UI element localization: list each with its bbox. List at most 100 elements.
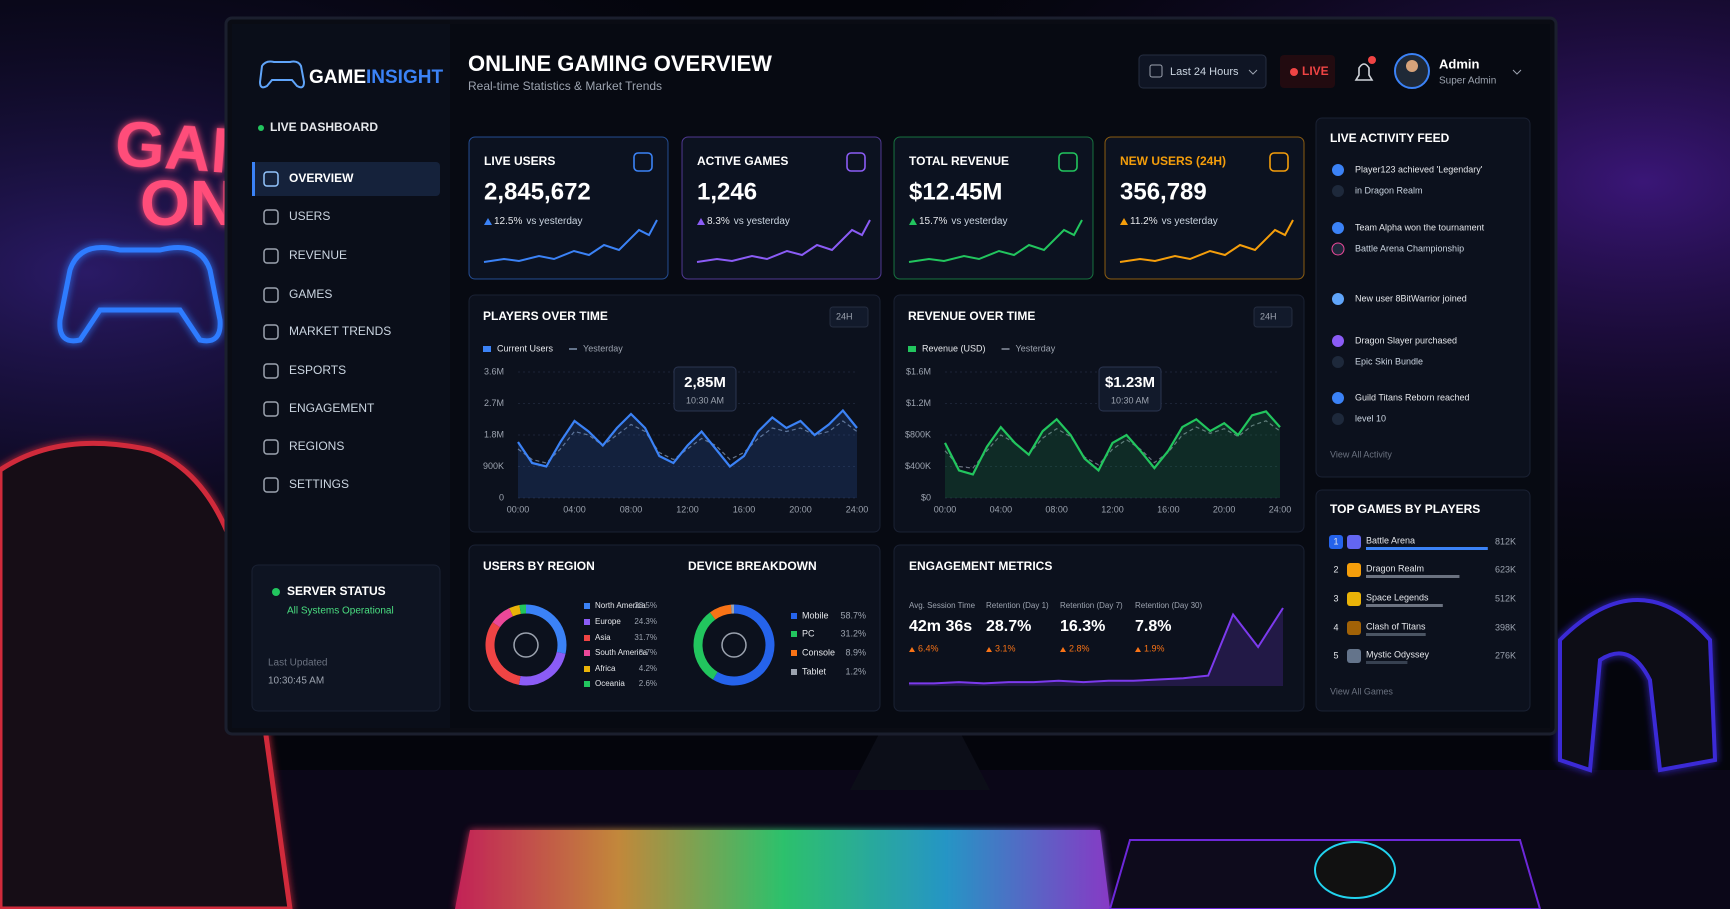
user-role: Super Admin (1439, 76, 1496, 87)
y-tick-label: $1.6M (906, 366, 931, 376)
legend-label: Asia (595, 633, 611, 642)
x-tick-label: 00:00 (507, 504, 530, 514)
nav-item[interactable]: OVERVIEW (289, 171, 354, 185)
kpi-title: TOTAL REVENUE (909, 154, 1009, 168)
nav-icon (263, 248, 279, 264)
metric-label: Retention (Day 7) (1060, 601, 1123, 610)
game-icon (1347, 563, 1361, 577)
line (909, 607, 1284, 685)
nav-icon (263, 287, 279, 303)
y-tick-label: $1.2M (906, 398, 931, 408)
games-link[interactable]: View All Games (1330, 686, 1393, 696)
kpi-card (893, 136, 1094, 280)
page-subtitle: Real-time Statistics & Market Trends (468, 79, 662, 93)
x-tick-label: 16:00 (1157, 504, 1180, 514)
game-name: Space Legends (1366, 592, 1429, 602)
line (517, 420, 858, 464)
bell-icon (1354, 63, 1374, 81)
nav-item[interactable]: USERS (289, 209, 330, 223)
nav-item[interactable]: REVENUE (289, 248, 347, 262)
legend-swatch (584, 603, 590, 609)
area (945, 411, 1280, 498)
nav-item[interactable]: ESPORTS (289, 363, 346, 377)
feed-icon (1332, 293, 1344, 305)
panel (893, 294, 1305, 533)
nav-icon (263, 363, 279, 379)
kpi-value: 1,246 (697, 178, 757, 205)
nav-icon (263, 439, 279, 455)
feed-title: LIVE ACTIVITY FEED (1330, 131, 1450, 145)
metric-change: 6.4% (918, 643, 939, 653)
kpi-change: 11.2% vs yesterday (1130, 216, 1218, 227)
calendar-icon (1149, 64, 1163, 78)
up-arrow (1120, 218, 1128, 225)
legend-label: North America (595, 601, 646, 610)
kpi-card (468, 136, 669, 280)
game-icon (1347, 535, 1361, 549)
nav-item[interactable]: SETTINGS (289, 477, 349, 491)
game-name: Battle Arena (1366, 535, 1415, 545)
nav-item[interactable]: GAMES (289, 287, 332, 301)
change-value: 12.5% (494, 216, 522, 227)
nav-item[interactable]: ENGAGEMENT (289, 401, 375, 415)
legend-label: Europe (595, 617, 621, 626)
rank: 1 (1333, 536, 1338, 546)
feed-text: New user 8BitWarrior joined (1355, 293, 1467, 303)
kpi-icon (846, 152, 866, 172)
kpi-sparkline (1119, 219, 1294, 263)
legend-label: PC (802, 628, 815, 638)
range-button[interactable] (1138, 54, 1267, 89)
line (944, 420, 1281, 469)
legend-label: South America (595, 648, 648, 657)
donut-segment (492, 608, 514, 628)
legend-swatch (584, 681, 590, 687)
tooltip-value: 2,85M (684, 374, 726, 391)
donut-segment (709, 604, 732, 620)
up-arrow (909, 647, 915, 652)
feed-icon (1332, 392, 1344, 404)
kpi-card (681, 136, 882, 280)
metric-value: 42m 36s (909, 618, 972, 635)
value-label: 812K (1495, 536, 1516, 546)
nav-icon (263, 324, 279, 340)
legend-swatch (791, 613, 797, 619)
value-label: 58.7% (840, 610, 866, 620)
value-label: 4.2% (639, 664, 657, 673)
y-tick-label: $800K (905, 429, 931, 439)
live-dot (258, 125, 264, 131)
x-tick-label: 04:00 (563, 504, 586, 514)
kpi-icon (1058, 152, 1078, 172)
feed-text: Player123 achieved 'Legendary' (1355, 164, 1483, 174)
panel (468, 544, 881, 712)
panel (468, 294, 881, 533)
kpi-title: LIVE USERS (484, 154, 555, 168)
y-tick-label: $400K (905, 461, 931, 471)
area (909, 608, 1283, 686)
feed-text: Team Alpha won the tournament (1355, 222, 1485, 232)
donut-segment (712, 604, 775, 686)
kpi-value: 2,845,672 (484, 178, 591, 205)
nav-item[interactable]: MARKET TRENDS (289, 324, 391, 338)
change-value: 15.7% (919, 216, 947, 227)
nav-item[interactable]: REGIONS (289, 439, 344, 453)
feed-link[interactable]: View All Activity (1330, 449, 1392, 459)
area (518, 410, 857, 498)
up-arrow (986, 647, 992, 652)
kpi-sparkline (908, 219, 1083, 263)
donut-segment (509, 605, 522, 617)
tooltip (1098, 366, 1162, 412)
live-badge (1280, 55, 1335, 88)
metric-label: Retention (Day 30) (1135, 601, 1202, 610)
tooltip-time: 10:30 AM (1111, 395, 1149, 405)
metric-value: 16.3% (1060, 618, 1105, 635)
status-dot (272, 588, 280, 596)
avatar-head (1406, 60, 1418, 72)
x-tick-label: 12:00 (676, 504, 699, 514)
change-note: vs yesterday (734, 216, 790, 227)
notification-dot (1368, 56, 1376, 64)
chart-title: ENGAGEMENT METRICS (909, 559, 1052, 573)
brand-part: INSIGHT (366, 67, 443, 88)
legend-label: Mobile (802, 610, 829, 620)
value-label: 24.3% (634, 617, 657, 626)
